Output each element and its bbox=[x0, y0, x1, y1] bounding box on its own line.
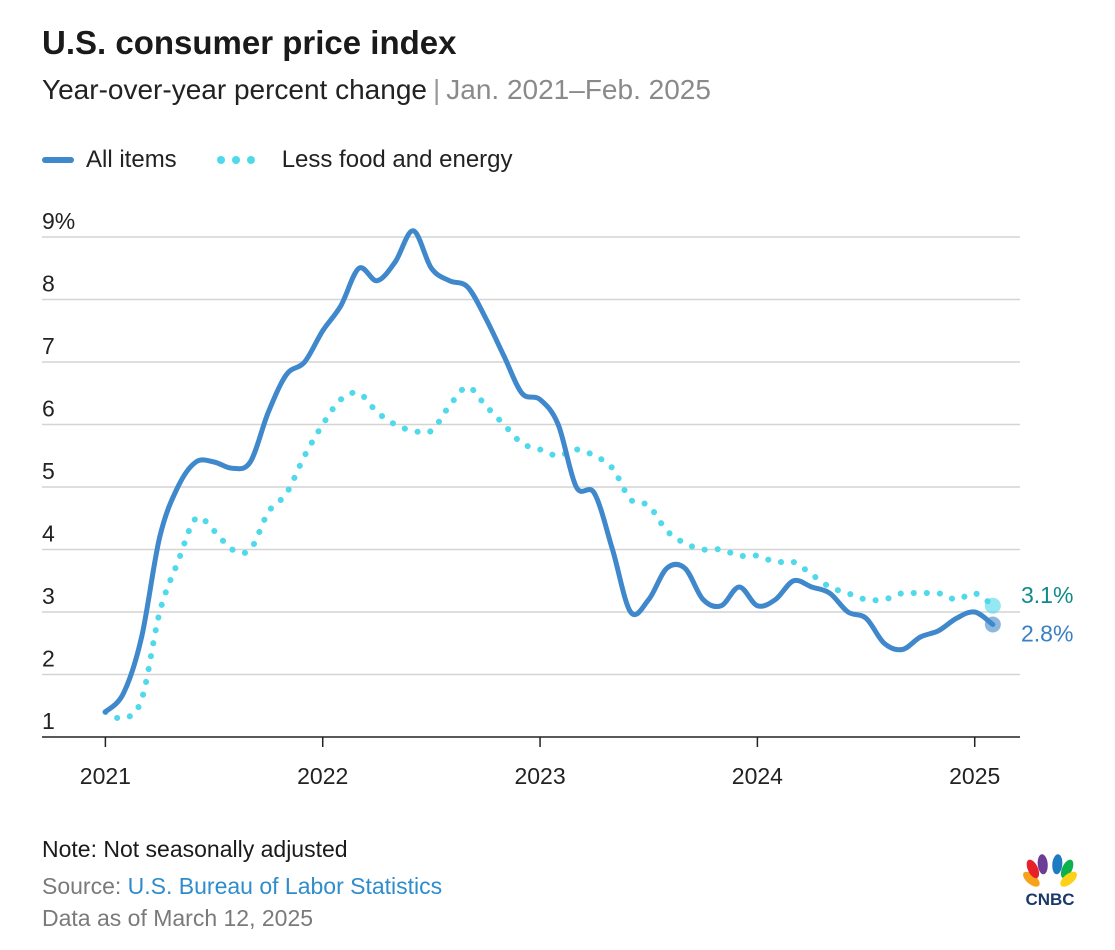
end-labels: 3.1% 2.8% bbox=[1021, 582, 1073, 647]
subtitle-text: Year-over-year percent change bbox=[42, 74, 427, 105]
y-tick-label-2: 2 bbox=[42, 646, 55, 672]
y-tick-label-7: 7 bbox=[42, 333, 55, 359]
y-tick-label-9: 9% bbox=[42, 208, 75, 234]
y-tick-label-1: 1 bbox=[42, 708, 55, 734]
peacock-icon bbox=[1023, 854, 1077, 887]
series-lines bbox=[102, 228, 1001, 722]
endpoint-marker-all-items bbox=[984, 616, 1001, 633]
endpoint-marker-core bbox=[984, 597, 1001, 614]
y-tick-label-8: 8 bbox=[42, 271, 55, 297]
cnbc-peacock-logo: CNBC bbox=[1023, 854, 1077, 908]
y-tick-label-6: 6 bbox=[42, 396, 55, 422]
y-tick-label-3: 3 bbox=[42, 583, 55, 609]
series-line-core bbox=[102, 383, 996, 722]
legend: All items Less food and energy bbox=[42, 146, 553, 174]
legend-label-core: Less food and energy bbox=[281, 146, 513, 173]
legend-swatch-dotted bbox=[216, 156, 262, 164]
x-tick-label-2025: 2025 bbox=[949, 763, 1000, 789]
chart-subtitle: Year-over-year percent change | Jan. 2021–… bbox=[42, 74, 711, 106]
series-line-all-items bbox=[102, 228, 996, 715]
legend-all-items: All items bbox=[42, 146, 177, 174]
source-link[interactable]: U.S. Bureau of Labor Statistics bbox=[127, 873, 443, 899]
cpi-line-chart: 9% 8 7 6 5 4 3 2 1 2021 2022 2023 2024 2025 3.1% 2.8% bbox=[42, 208, 1073, 789]
y-axis-ticks: 9% 8 7 6 5 4 3 2 1 bbox=[42, 208, 75, 734]
x-tick-label-2022: 2022 bbox=[297, 763, 348, 789]
subtitle-separator: | bbox=[432, 74, 441, 105]
legend-core: Less food and energy bbox=[216, 146, 513, 174]
end-label-all-items: 2.8% bbox=[1021, 621, 1073, 647]
x-axis: 2021 2022 2023 2024 2025 bbox=[42, 736, 1020, 789]
source-line: Source: U.S. Bureau of Labor Statistics bbox=[42, 873, 442, 900]
y-tick-label-4: 4 bbox=[42, 521, 55, 547]
source-prefix: Source: bbox=[42, 873, 122, 899]
data-as-of: Data as of March 12, 2025 bbox=[42, 905, 314, 931]
chart-title: U.S. consumer price index bbox=[42, 24, 457, 61]
chart-note: Note: Not seasonally adjusted bbox=[42, 836, 348, 862]
legend-label-all-items: All items bbox=[86, 146, 177, 173]
x-tick-label-2023: 2023 bbox=[514, 763, 565, 789]
logo-wordmark: CNBC bbox=[1025, 890, 1074, 908]
end-label-core: 3.1% bbox=[1021, 582, 1073, 608]
x-tick-label-2024: 2024 bbox=[732, 763, 783, 789]
x-tick-label-2021: 2021 bbox=[80, 763, 131, 789]
date-range: Jan. 2021–Feb. 2025 bbox=[446, 74, 711, 105]
gridlines bbox=[42, 236, 1020, 676]
legend-swatch-solid bbox=[42, 157, 74, 163]
y-tick-label-5: 5 bbox=[42, 458, 55, 484]
